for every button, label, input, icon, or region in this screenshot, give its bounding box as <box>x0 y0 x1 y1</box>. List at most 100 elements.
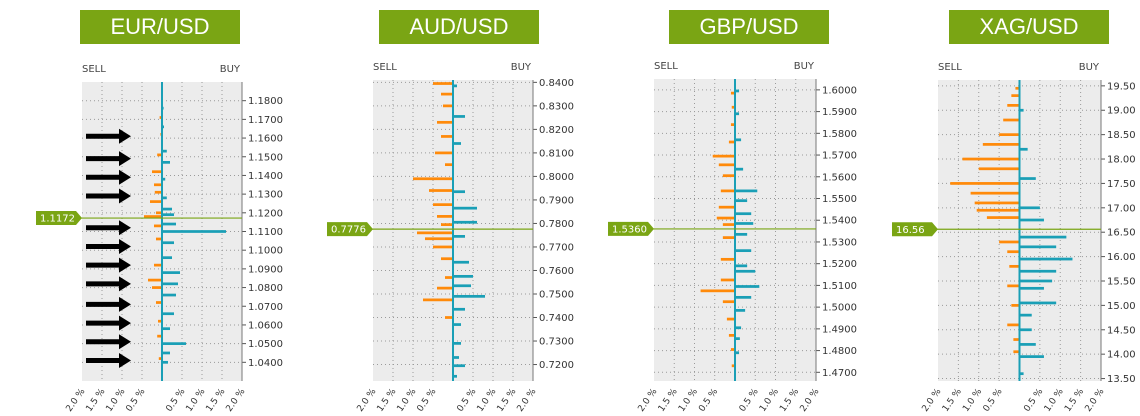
y-tick-label: 1.5400 <box>822 216 857 227</box>
y-tick-label: 1.0800 <box>248 283 283 294</box>
current-price-tag <box>892 222 938 237</box>
x-tick-label: 0.5 % <box>982 387 1005 414</box>
sell-bar <box>156 301 162 304</box>
sell-bar <box>1013 338 1020 341</box>
buy-bar <box>1019 257 1073 261</box>
buy-bar <box>453 307 465 311</box>
y-tick-label: 1.0600 <box>248 320 283 331</box>
buy-bar <box>162 293 176 297</box>
arrow-annotation <box>86 151 131 167</box>
buy-bar <box>735 199 748 203</box>
sell-bar <box>413 177 453 181</box>
sell-bar <box>986 216 1020 219</box>
sell-label: SELL <box>938 62 962 73</box>
sell-bar <box>1007 250 1020 254</box>
buy-bar <box>453 323 461 326</box>
y-tick-label: 14.00 <box>1107 350 1136 361</box>
sell-bar <box>417 231 453 235</box>
buy-bar <box>1019 218 1044 222</box>
sell-bar <box>441 135 453 138</box>
sell-bar <box>730 91 735 95</box>
buy-label: BUY <box>220 64 241 75</box>
buy-bar <box>735 295 752 299</box>
buy-bar <box>1019 372 1024 376</box>
sell-bar <box>435 151 453 155</box>
buy-bar <box>735 264 748 268</box>
y-tick-label: 1.5300 <box>822 237 857 248</box>
sell-bar <box>144 215 162 218</box>
y-tick-label: 19.50 <box>1107 81 1136 92</box>
sell-bar <box>718 205 735 209</box>
sell-bar <box>722 174 735 178</box>
y-tick-label: 1.1800 <box>248 96 283 107</box>
sell-bar <box>970 191 1020 195</box>
buy-bar <box>453 84 457 88</box>
sell-bar <box>1007 284 1020 288</box>
buy-bar <box>453 115 465 118</box>
buy-bar <box>735 351 740 355</box>
buy-bar <box>735 232 748 236</box>
y-tick-label: 1.1200 <box>248 208 283 219</box>
buy-bar <box>1019 343 1036 346</box>
buy-bar <box>1019 108 1024 112</box>
sell-bar <box>974 201 1020 205</box>
y-tick-label: 1.5100 <box>822 281 857 292</box>
buy-bar <box>162 230 226 233</box>
buy-bar <box>1019 206 1040 210</box>
y-tick-label: 0.7400 <box>539 313 574 324</box>
x-tick-label: 1.5 % <box>1063 387 1086 414</box>
buy-bar <box>453 374 457 378</box>
sell-bar <box>718 163 735 167</box>
x-tick-label: 1.0 % <box>1043 387 1066 414</box>
buy-bar <box>1019 245 1057 249</box>
y-tick-label: 0.7800 <box>539 219 574 230</box>
buy-bar <box>735 112 740 116</box>
current-price-label: 0.7776 <box>331 225 366 236</box>
buy-bar <box>453 274 473 278</box>
buy-bar <box>162 160 170 164</box>
buy-bar <box>735 167 744 171</box>
x-tick-label: 0.5 % <box>1022 387 1045 414</box>
sell-bar <box>158 357 162 360</box>
sell-bar <box>1013 350 1020 354</box>
y-tick-label: 15.00 <box>1107 301 1136 312</box>
y-tick-label: 1.5900 <box>822 107 857 118</box>
y-tick-label: 1.0700 <box>248 302 283 313</box>
y-tick-label: 1.4700 <box>822 368 857 379</box>
y-tick-label: 0.7700 <box>539 242 574 253</box>
buy-bar <box>735 89 740 93</box>
buy-bar <box>162 241 174 245</box>
buy-bar <box>735 189 758 193</box>
buy-label: BUY <box>511 62 532 73</box>
buy-bar <box>735 269 756 273</box>
y-tick-label: 1.5000 <box>822 303 857 314</box>
buy-bar <box>1019 286 1044 290</box>
arrow-annotation <box>86 352 131 368</box>
sell-bar <box>722 300 735 304</box>
sell-bar <box>720 257 735 261</box>
y-tick-label: 1.4900 <box>822 324 857 335</box>
y-tick-label: 1.1600 <box>248 134 283 145</box>
y-tick-label: 0.7200 <box>539 360 574 371</box>
sell-bar <box>154 263 162 267</box>
sell-bar <box>429 189 453 192</box>
arrow-annotation <box>86 334 131 350</box>
y-tick-label: 16.50 <box>1107 228 1136 239</box>
y-tick-label: 0.8400 <box>539 78 574 89</box>
sell-bar <box>1007 103 1020 107</box>
sell-bar <box>982 143 1020 146</box>
arrow-annotation <box>86 220 131 236</box>
buy-bar <box>162 256 172 260</box>
y-tick-label: 15.50 <box>1107 276 1136 287</box>
sell-bar <box>433 245 453 249</box>
sell-bar <box>441 257 453 261</box>
buy-bar <box>162 149 167 153</box>
buy-bar <box>162 196 167 200</box>
y-tick-label: 1.1400 <box>248 171 283 182</box>
buy-label: BUY <box>794 61 815 72</box>
sell-bar <box>441 92 453 96</box>
y-tick-label: 0.8200 <box>539 125 574 136</box>
sell-bar <box>1015 86 1020 90</box>
sell-label: SELL <box>373 62 397 73</box>
